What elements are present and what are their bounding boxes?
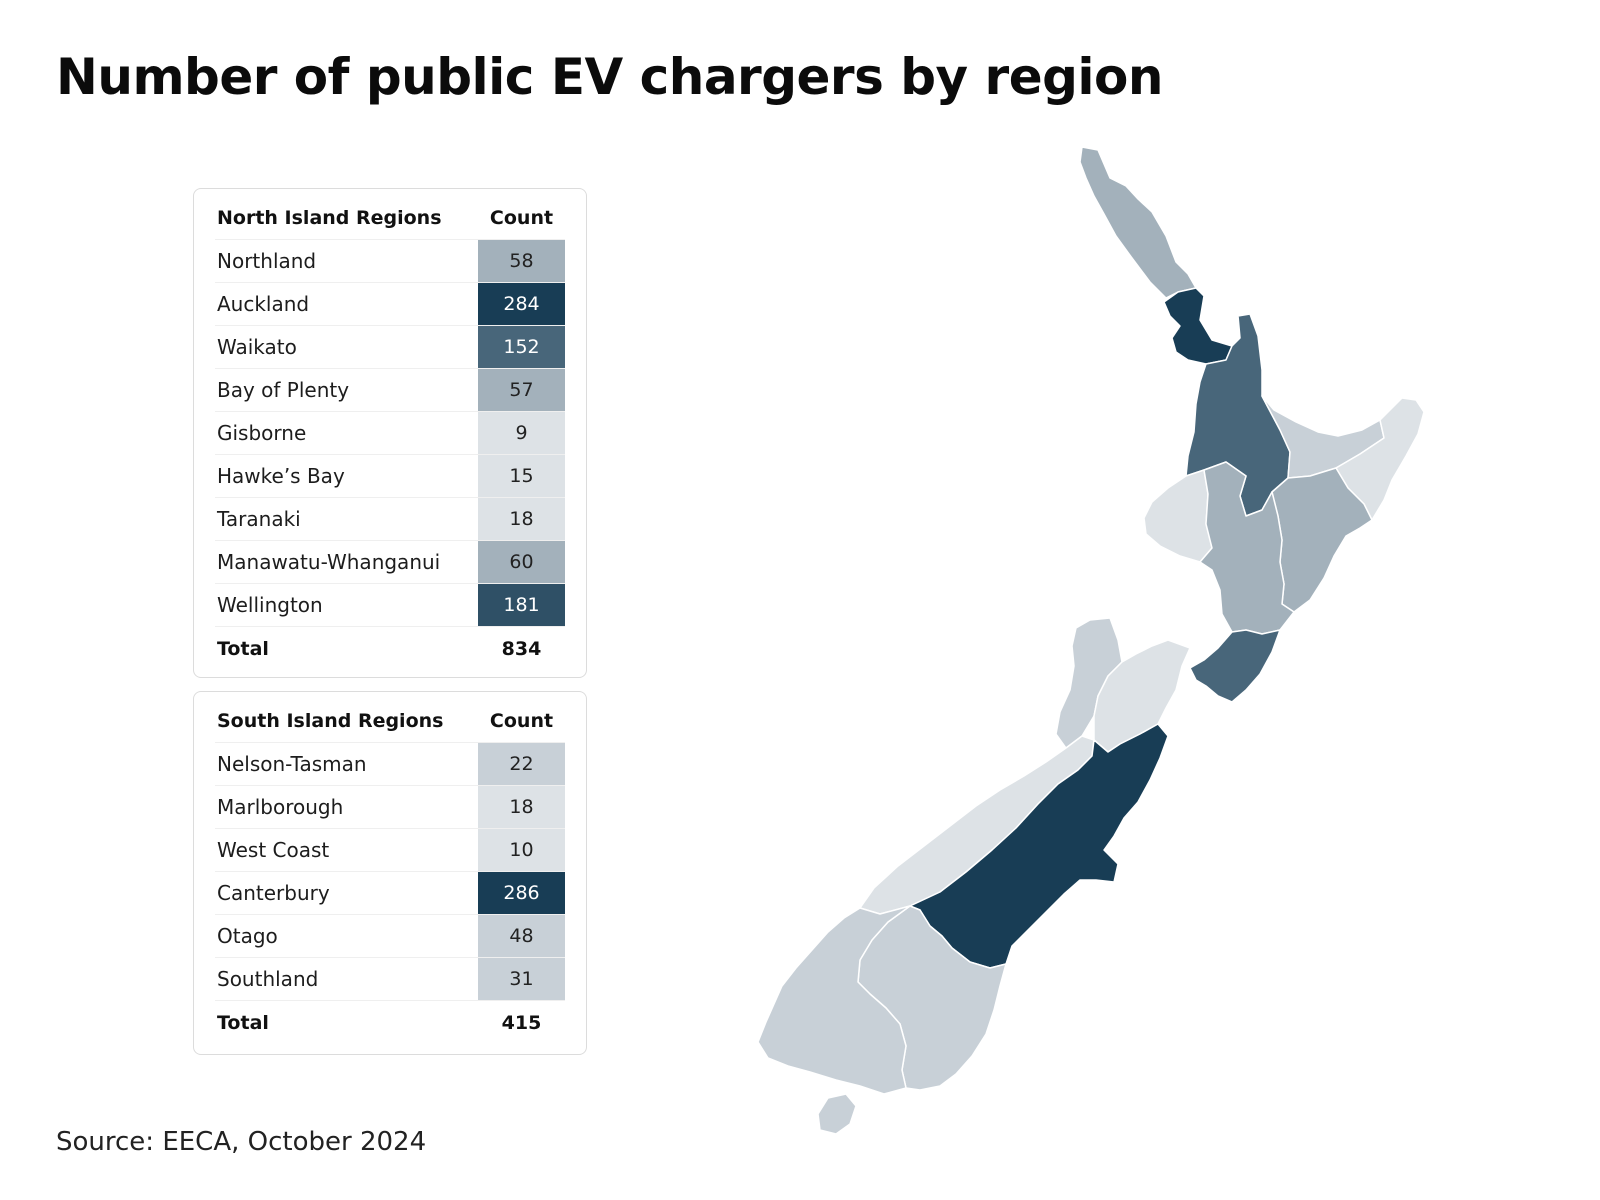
- region-count: 10: [478, 829, 565, 871]
- map-region-nelson-tasman: [1055, 617, 1123, 749]
- region-name: Hawke’s Bay: [217, 464, 345, 488]
- region-name: Southland: [217, 967, 319, 991]
- region-count: 31: [478, 958, 565, 1000]
- region-count: 181: [478, 584, 565, 626]
- total-label: Total: [217, 637, 269, 660]
- table-header-row: South Island Regions Count: [215, 700, 565, 743]
- table-header-row: North Island Regions Count: [215, 197, 565, 240]
- region-count: 22: [478, 743, 565, 785]
- region-count: 58: [478, 240, 565, 282]
- region-name: Taranaki: [217, 507, 301, 531]
- map-region-auckland: [1163, 287, 1233, 365]
- region-name: Bay of Plenty: [217, 378, 350, 402]
- map-region-gisborne: [1335, 397, 1425, 521]
- table-row: Waikato 152: [215, 326, 565, 369]
- south-island-table: South Island Regions Count Nelson-Tasman…: [193, 691, 587, 1055]
- table-row: Northland 58: [215, 240, 565, 283]
- map-region-taranaki: [1143, 469, 1213, 563]
- total-label: Total: [217, 1011, 269, 1034]
- map-region-manawatu-whanganui: [1199, 461, 1295, 635]
- region-name: Northland: [217, 249, 317, 273]
- region-count: 284: [478, 283, 565, 325]
- table-row: West Coast 10: [215, 829, 565, 872]
- table-row: Nelson-Tasman 22: [215, 743, 565, 786]
- source-note: Source: EECA, October 2024: [56, 1127, 427, 1157]
- region-name: Wellington: [217, 593, 323, 617]
- region-name: West Coast: [217, 838, 330, 862]
- column-header-region: North Island Regions: [217, 207, 442, 229]
- table-row: Hawke’s Bay 15: [215, 455, 565, 498]
- region-name: Auckland: [217, 292, 310, 316]
- table-row: Taranaki 18: [215, 498, 565, 541]
- column-header-count: Count: [489, 207, 554, 229]
- region-count: 152: [478, 326, 565, 368]
- table-row: Wellington 181: [215, 584, 565, 627]
- region-name: Nelson-Tasman: [217, 752, 367, 776]
- map-region-northland: [1079, 146, 1197, 299]
- region-count: 18: [478, 786, 565, 828]
- page-title: Number of public EV chargers by region: [56, 48, 1163, 106]
- region-count: 286: [478, 872, 565, 914]
- region-name: Marlborough: [217, 795, 344, 819]
- region-count: 60: [478, 541, 565, 583]
- total-value: 834: [501, 637, 542, 660]
- table-row: Canterbury 286: [215, 872, 565, 915]
- table-row: Otago 48: [215, 915, 565, 958]
- region-name: Gisborne: [217, 421, 307, 445]
- table-row: Manawatu-Whanganui 60: [215, 541, 565, 584]
- table-total-row: Total 415: [215, 1001, 565, 1044]
- region-count: 15: [478, 455, 565, 497]
- region-name: Waikato: [217, 335, 297, 359]
- map-region-canterbury: [909, 723, 1169, 969]
- column-header-region: South Island Regions: [217, 710, 444, 732]
- north-island-table: North Island Regions Count Northland 58 Au…: [193, 188, 587, 678]
- region-count: 9: [478, 412, 565, 454]
- region-count: 48: [478, 915, 565, 957]
- map-region-wellington: [1189, 629, 1281, 703]
- table-row: Marlborough 18: [215, 786, 565, 829]
- table-row: Bay of Plenty 57: [215, 369, 565, 412]
- region-name: Otago: [217, 924, 278, 948]
- total-value: 415: [501, 1011, 542, 1034]
- region-name: Canterbury: [217, 881, 330, 905]
- map-region-southland: [757, 905, 911, 1095]
- map-region-stewart-island: [817, 1093, 857, 1135]
- table-row: Gisborne 9: [215, 412, 565, 455]
- region-name: Manawatu-Whanganui: [217, 550, 441, 574]
- table-row: Southland 31: [215, 958, 565, 1001]
- table-row: Auckland 284: [215, 283, 565, 326]
- table-total-row: Total 834: [215, 627, 565, 670]
- new-zealand-map: [757, 146, 1425, 1135]
- region-count: 57: [478, 369, 565, 411]
- region-count: 18: [478, 498, 565, 540]
- column-header-count: Count: [489, 710, 554, 732]
